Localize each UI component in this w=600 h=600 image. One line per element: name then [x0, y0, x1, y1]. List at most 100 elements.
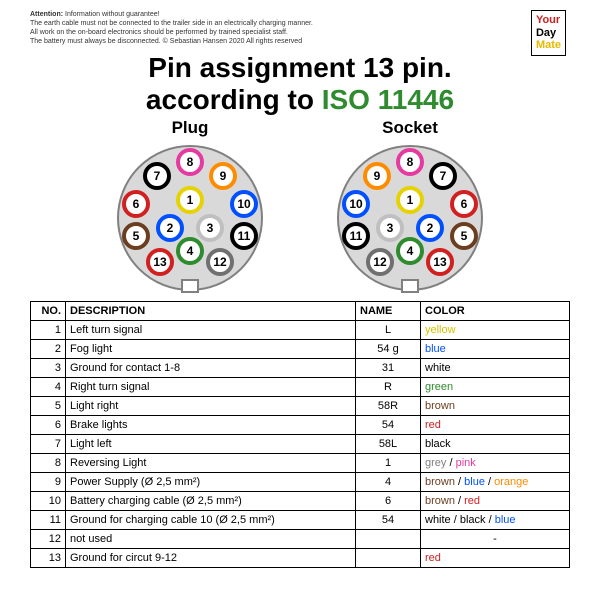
svg-text:10: 10	[349, 197, 363, 211]
attention-heading: Attention:	[30, 11, 63, 18]
cell-color: white	[421, 359, 570, 378]
cell-desc: Ground for circut 9-12	[66, 549, 356, 568]
cell-color: red	[421, 416, 570, 435]
svg-text:7: 7	[154, 169, 161, 183]
connectors-row: Plug 87961105231141312 Socket 8971016113…	[30, 118, 570, 295]
cell-desc: Power Supply (Ø 2,5 mm²)	[66, 473, 356, 492]
svg-text:3: 3	[387, 221, 394, 235]
svg-text:4: 4	[407, 244, 414, 258]
title-iso: ISO 11446	[322, 84, 454, 115]
svg-text:6: 6	[461, 197, 468, 211]
page-title: Pin assignment 13 pin. according to ISO …	[30, 52, 570, 116]
svg-text:7: 7	[440, 169, 447, 183]
attention-line: The earth cable must not be connected to…	[30, 20, 313, 27]
svg-text:13: 13	[433, 255, 447, 269]
cell-no: 11	[31, 511, 66, 530]
page: Attention: Information without guarantee…	[0, 0, 600, 600]
cell-color: red	[421, 549, 570, 568]
table-row: 5Light right58Rbrown	[31, 397, 570, 416]
cell-color: brown / red	[421, 492, 570, 511]
svg-text:5: 5	[461, 229, 468, 243]
th-no: NO.	[31, 302, 66, 321]
logo-line: Your	[536, 14, 561, 27]
table-row: 2Fog light54 gblue	[31, 340, 570, 359]
table-row: 11Ground for charging cable 10 (Ø 2,5 mm…	[31, 511, 570, 530]
table-row: 4Right turn signalRgreen	[31, 378, 570, 397]
cell-desc: Right turn signal	[66, 378, 356, 397]
cell-no: 3	[31, 359, 66, 378]
table-row: 12not used-	[31, 530, 570, 549]
cell-desc: Light right	[66, 397, 356, 416]
cell-desc: Brake lights	[66, 416, 356, 435]
brand-logo: Your Day Mate	[531, 10, 566, 56]
table-row: 9Power Supply (Ø 2,5 mm²)4brown / blue /…	[31, 473, 570, 492]
svg-text:8: 8	[407, 155, 414, 169]
table-row: 8Reversing Light1grey / pink	[31, 454, 570, 473]
table-row: 7Light left58Lblack	[31, 435, 570, 454]
socket-label: Socket	[330, 118, 490, 138]
logo-line: Mate	[536, 39, 561, 52]
cell-name: 6	[356, 492, 421, 511]
svg-text:1: 1	[407, 193, 414, 207]
svg-text:13: 13	[153, 255, 167, 269]
table-row: 1Left turn signalLyellow	[31, 321, 570, 340]
svg-text:12: 12	[373, 255, 387, 269]
cell-desc: Left turn signal	[66, 321, 356, 340]
table-row: 13Ground for circut 9-12 red	[31, 549, 570, 568]
cell-name: 4	[356, 473, 421, 492]
plug-column: Plug 87961105231141312	[110, 118, 270, 295]
svg-text:2: 2	[167, 221, 174, 235]
cell-no: 12	[31, 530, 66, 549]
svg-text:1: 1	[187, 193, 194, 207]
cell-desc: not used	[66, 530, 356, 549]
cell-color: black	[421, 435, 570, 454]
svg-text:2: 2	[427, 221, 434, 235]
cell-name	[356, 530, 421, 549]
cell-desc: Ground for charging cable 10 (Ø 2,5 mm²)	[66, 511, 356, 530]
cell-color: white / black / blue	[421, 511, 570, 530]
cell-name: 58L	[356, 435, 421, 454]
svg-text:5: 5	[133, 229, 140, 243]
plug-label: Plug	[110, 118, 270, 138]
svg-text:9: 9	[374, 169, 381, 183]
cell-name: 1	[356, 454, 421, 473]
cell-name: 54	[356, 416, 421, 435]
cell-no: 9	[31, 473, 66, 492]
cell-no: 4	[31, 378, 66, 397]
table-header-row: NO. DESCRIPTION NAME COLOR	[31, 302, 570, 321]
plug-diagram: 87961105231141312	[110, 140, 270, 295]
cell-no: 13	[31, 549, 66, 568]
cell-desc: Fog light	[66, 340, 356, 359]
svg-text:4: 4	[187, 244, 194, 258]
cell-no: 5	[31, 397, 66, 416]
title-line2a: according to	[146, 84, 322, 115]
attention-line: All work on the on-board electronics sho…	[30, 29, 288, 36]
cell-desc: Battery charging cable (Ø 2,5 mm²)	[66, 492, 356, 511]
attention-line: The battery must always be disconnected.…	[30, 38, 302, 45]
cell-name: 58R	[356, 397, 421, 416]
svg-text:6: 6	[133, 197, 140, 211]
logo-line: Day	[536, 27, 561, 40]
cell-name: L	[356, 321, 421, 340]
socket-column: Socket 8 9 7 10 1 6 11 3 2 5 4 12 13	[330, 118, 490, 295]
cell-desc: Ground for contact 1-8	[66, 359, 356, 378]
cell-color: grey / pink	[421, 454, 570, 473]
svg-text:11: 11	[350, 229, 363, 243]
th-desc: DESCRIPTION	[66, 302, 356, 321]
cell-no: 1	[31, 321, 66, 340]
table-row: 6Brake lights54red	[31, 416, 570, 435]
svg-text:8: 8	[187, 155, 194, 169]
cell-name: R	[356, 378, 421, 397]
cell-color: green	[421, 378, 570, 397]
cell-no: 7	[31, 435, 66, 454]
cell-no: 6	[31, 416, 66, 435]
svg-text:3: 3	[207, 221, 214, 235]
svg-text:9: 9	[220, 169, 227, 183]
cell-name: 54	[356, 511, 421, 530]
cell-no: 8	[31, 454, 66, 473]
svg-text:12: 12	[213, 255, 227, 269]
cell-no: 10	[31, 492, 66, 511]
th-color: COLOR	[421, 302, 570, 321]
cell-desc: Reversing Light	[66, 454, 356, 473]
table-row: 3Ground for contact 1-831white	[31, 359, 570, 378]
